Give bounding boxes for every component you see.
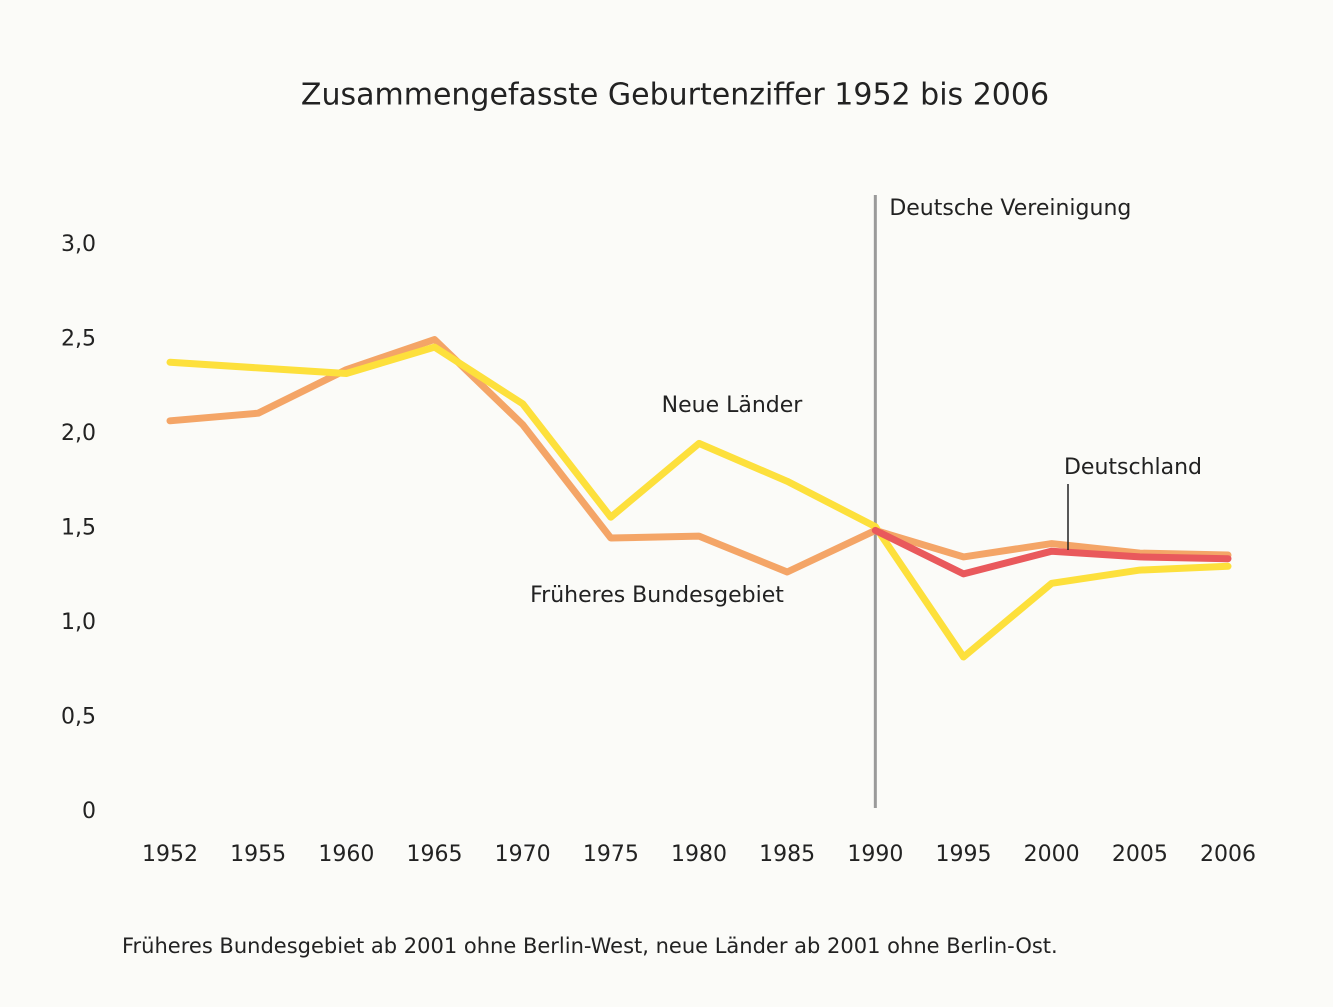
x-tick-label: 1955 [230, 842, 286, 867]
x-tick-label: 1970 [495, 842, 551, 867]
chart-title: Zusammengefasste Geburtenziffer 1952 bis… [301, 78, 1049, 113]
x-tick-label: 2005 [1112, 842, 1168, 867]
x-tick-label: 1965 [407, 842, 463, 867]
series-label: Deutschland [1064, 455, 1202, 480]
y-tick-label: 0,5 [61, 705, 96, 730]
x-tick-label: 1990 [847, 842, 903, 867]
x-tick-label: 1952 [142, 842, 198, 867]
x-tick-label: 1985 [759, 842, 815, 867]
x-tick-label: 1995 [936, 842, 992, 867]
annotation: Deutsche Vereinigung [889, 196, 1131, 221]
series-label: Neue Länder [662, 393, 804, 418]
y-tick-label: 2,5 [61, 327, 96, 352]
series-line [166, 343, 1232, 661]
x-tick-label: 1975 [583, 842, 639, 867]
x-tick-label: 1980 [671, 842, 727, 867]
y-tick-label: 2,0 [61, 421, 96, 446]
x-tick-label: 1960 [318, 842, 374, 867]
y-tick-label: 1,0 [61, 610, 96, 635]
series-line [871, 526, 1232, 578]
series-line [166, 336, 1232, 576]
x-tick-label: 2000 [1024, 842, 1080, 867]
y-tick-label: 0 [82, 799, 96, 824]
y-tick-label: 1,5 [61, 516, 96, 541]
y-tick-label: 3,0 [61, 232, 96, 257]
x-tick-label: 2006 [1200, 842, 1256, 867]
footnote: Früheres Bundesgebiet ab 2001 ohne Berli… [122, 934, 1058, 958]
series-label: Früheres Bundesgebiet [530, 583, 784, 608]
